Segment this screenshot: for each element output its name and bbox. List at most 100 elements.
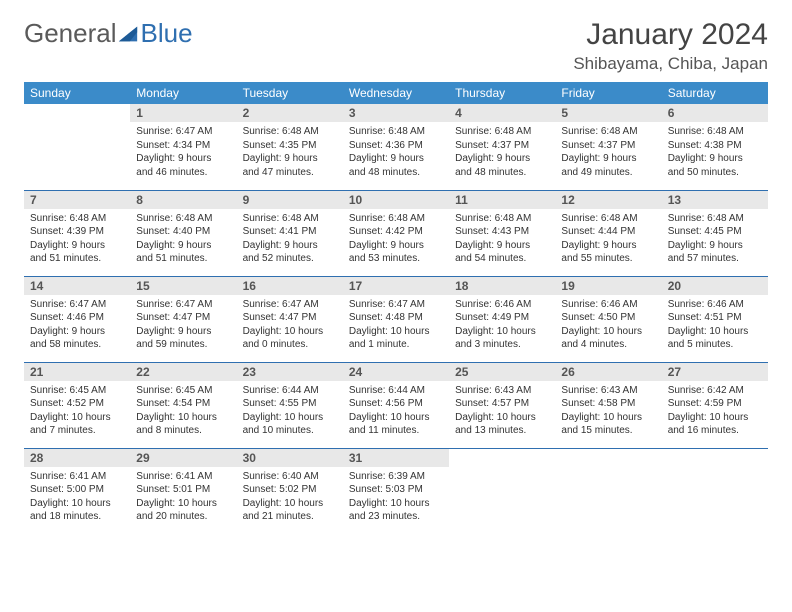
day-details: Sunrise: 6:41 AMSunset: 5:01 PMDaylight:… (130, 467, 236, 528)
calendar-cell: 19Sunrise: 6:46 AMSunset: 4:50 PMDayligh… (555, 276, 661, 362)
weekday-header: Wednesday (343, 82, 449, 104)
logo-triangle-icon (117, 23, 139, 45)
calendar-cell: 10Sunrise: 6:48 AMSunset: 4:42 PMDayligh… (343, 190, 449, 276)
calendar-cell: 14Sunrise: 6:47 AMSunset: 4:46 PMDayligh… (24, 276, 130, 362)
day-details: Sunrise: 6:41 AMSunset: 5:00 PMDaylight:… (24, 467, 130, 528)
logo: General Blue (24, 18, 193, 49)
day-details: Sunrise: 6:47 AMSunset: 4:47 PMDaylight:… (130, 295, 236, 356)
day-number: 2 (237, 104, 343, 122)
calendar-cell: 5Sunrise: 6:48 AMSunset: 4:37 PMDaylight… (555, 104, 661, 190)
day-details: Sunrise: 6:48 AMSunset: 4:40 PMDaylight:… (130, 209, 236, 270)
day-details: Sunrise: 6:39 AMSunset: 5:03 PMDaylight:… (343, 467, 449, 528)
day-details: Sunrise: 6:43 AMSunset: 4:58 PMDaylight:… (555, 381, 661, 442)
day-details: Sunrise: 6:48 AMSunset: 4:45 PMDaylight:… (662, 209, 768, 270)
day-details: Sunrise: 6:48 AMSunset: 4:44 PMDaylight:… (555, 209, 661, 270)
day-number: 16 (237, 277, 343, 295)
day-number: 27 (662, 363, 768, 381)
calendar-cell: 17Sunrise: 6:47 AMSunset: 4:48 PMDayligh… (343, 276, 449, 362)
day-number: 28 (24, 449, 130, 467)
day-details: Sunrise: 6:48 AMSunset: 4:36 PMDaylight:… (343, 122, 449, 183)
day-details (555, 467, 661, 474)
calendar-cell: 21Sunrise: 6:45 AMSunset: 4:52 PMDayligh… (24, 362, 130, 448)
day-number: 12 (555, 191, 661, 209)
day-details: Sunrise: 6:44 AMSunset: 4:55 PMDaylight:… (237, 381, 343, 442)
day-number: 10 (343, 191, 449, 209)
calendar-table: SundayMondayTuesdayWednesdayThursdayFrid… (24, 82, 768, 534)
weekday-header: Friday (555, 82, 661, 104)
calendar-cell: 3Sunrise: 6:48 AMSunset: 4:36 PMDaylight… (343, 104, 449, 190)
day-details: Sunrise: 6:47 AMSunset: 4:47 PMDaylight:… (237, 295, 343, 356)
logo-text-blue: Blue (141, 18, 193, 49)
calendar-cell: . (555, 448, 661, 534)
day-details (449, 467, 555, 474)
day-details: Sunrise: 6:45 AMSunset: 4:54 PMDaylight:… (130, 381, 236, 442)
calendar-week-row: 28Sunrise: 6:41 AMSunset: 5:00 PMDayligh… (24, 448, 768, 534)
day-details: Sunrise: 6:48 AMSunset: 4:41 PMDaylight:… (237, 209, 343, 270)
calendar-cell: . (24, 104, 130, 190)
day-number: 30 (237, 449, 343, 467)
day-number: 31 (343, 449, 449, 467)
calendar-cell: 9Sunrise: 6:48 AMSunset: 4:41 PMDaylight… (237, 190, 343, 276)
day-number: 22 (130, 363, 236, 381)
day-details: Sunrise: 6:48 AMSunset: 4:35 PMDaylight:… (237, 122, 343, 183)
day-details: Sunrise: 6:48 AMSunset: 4:39 PMDaylight:… (24, 209, 130, 270)
calendar-cell: 31Sunrise: 6:39 AMSunset: 5:03 PMDayligh… (343, 448, 449, 534)
calendar-cell: 24Sunrise: 6:44 AMSunset: 4:56 PMDayligh… (343, 362, 449, 448)
title-block: January 2024 Shibayama, Chiba, Japan (573, 18, 768, 74)
day-details: Sunrise: 6:43 AMSunset: 4:57 PMDaylight:… (449, 381, 555, 442)
day-details: Sunrise: 6:47 AMSunset: 4:46 PMDaylight:… (24, 295, 130, 356)
calendar-cell: 11Sunrise: 6:48 AMSunset: 4:43 PMDayligh… (449, 190, 555, 276)
calendar-cell: 18Sunrise: 6:46 AMSunset: 4:49 PMDayligh… (449, 276, 555, 362)
calendar-cell: . (449, 448, 555, 534)
calendar-cell: 6Sunrise: 6:48 AMSunset: 4:38 PMDaylight… (662, 104, 768, 190)
day-details: Sunrise: 6:46 AMSunset: 4:50 PMDaylight:… (555, 295, 661, 356)
calendar-cell: 29Sunrise: 6:41 AMSunset: 5:01 PMDayligh… (130, 448, 236, 534)
day-number: 4 (449, 104, 555, 122)
calendar-week-row: .1Sunrise: 6:47 AMSunset: 4:34 PMDayligh… (24, 104, 768, 190)
day-number: 1 (130, 104, 236, 122)
calendar-cell: 30Sunrise: 6:40 AMSunset: 5:02 PMDayligh… (237, 448, 343, 534)
weekday-header: Saturday (662, 82, 768, 104)
calendar-cell: 20Sunrise: 6:46 AMSunset: 4:51 PMDayligh… (662, 276, 768, 362)
day-number: 15 (130, 277, 236, 295)
day-number: 14 (24, 277, 130, 295)
day-details: Sunrise: 6:48 AMSunset: 4:42 PMDaylight:… (343, 209, 449, 270)
day-number: 9 (237, 191, 343, 209)
weekday-header: Monday (130, 82, 236, 104)
day-details: Sunrise: 6:46 AMSunset: 4:49 PMDaylight:… (449, 295, 555, 356)
day-number: 18 (449, 277, 555, 295)
weekday-header: Tuesday (237, 82, 343, 104)
calendar-cell: 15Sunrise: 6:47 AMSunset: 4:47 PMDayligh… (130, 276, 236, 362)
calendar-cell: 28Sunrise: 6:41 AMSunset: 5:00 PMDayligh… (24, 448, 130, 534)
day-number: 11 (449, 191, 555, 209)
calendar-week-row: 14Sunrise: 6:47 AMSunset: 4:46 PMDayligh… (24, 276, 768, 362)
calendar-header-row: SundayMondayTuesdayWednesdayThursdayFrid… (24, 82, 768, 104)
day-number: 6 (662, 104, 768, 122)
calendar-cell: 4Sunrise: 6:48 AMSunset: 4:37 PMDaylight… (449, 104, 555, 190)
day-details: Sunrise: 6:48 AMSunset: 4:37 PMDaylight:… (555, 122, 661, 183)
day-details: Sunrise: 6:48 AMSunset: 4:38 PMDaylight:… (662, 122, 768, 183)
calendar-cell: 16Sunrise: 6:47 AMSunset: 4:47 PMDayligh… (237, 276, 343, 362)
calendar-cell: 2Sunrise: 6:48 AMSunset: 4:35 PMDaylight… (237, 104, 343, 190)
calendar-cell: 13Sunrise: 6:48 AMSunset: 4:45 PMDayligh… (662, 190, 768, 276)
calendar-cell: 27Sunrise: 6:42 AMSunset: 4:59 PMDayligh… (662, 362, 768, 448)
day-details: Sunrise: 6:48 AMSunset: 4:37 PMDaylight:… (449, 122, 555, 183)
day-details: Sunrise: 6:42 AMSunset: 4:59 PMDaylight:… (662, 381, 768, 442)
day-number: 24 (343, 363, 449, 381)
day-details (662, 467, 768, 474)
day-details: Sunrise: 6:40 AMSunset: 5:02 PMDaylight:… (237, 467, 343, 528)
day-number: 8 (130, 191, 236, 209)
calendar-week-row: 21Sunrise: 6:45 AMSunset: 4:52 PMDayligh… (24, 362, 768, 448)
logo-text-general: General (24, 18, 117, 49)
weekday-header: Thursday (449, 82, 555, 104)
day-number: 23 (237, 363, 343, 381)
day-details: Sunrise: 6:46 AMSunset: 4:51 PMDaylight:… (662, 295, 768, 356)
calendar-cell: . (662, 448, 768, 534)
day-number: 21 (24, 363, 130, 381)
day-number: 3 (343, 104, 449, 122)
day-number: 7 (24, 191, 130, 209)
day-details: Sunrise: 6:44 AMSunset: 4:56 PMDaylight:… (343, 381, 449, 442)
calendar-week-row: 7Sunrise: 6:48 AMSunset: 4:39 PMDaylight… (24, 190, 768, 276)
month-title: January 2024 (573, 18, 768, 52)
calendar-cell: 25Sunrise: 6:43 AMSunset: 4:57 PMDayligh… (449, 362, 555, 448)
